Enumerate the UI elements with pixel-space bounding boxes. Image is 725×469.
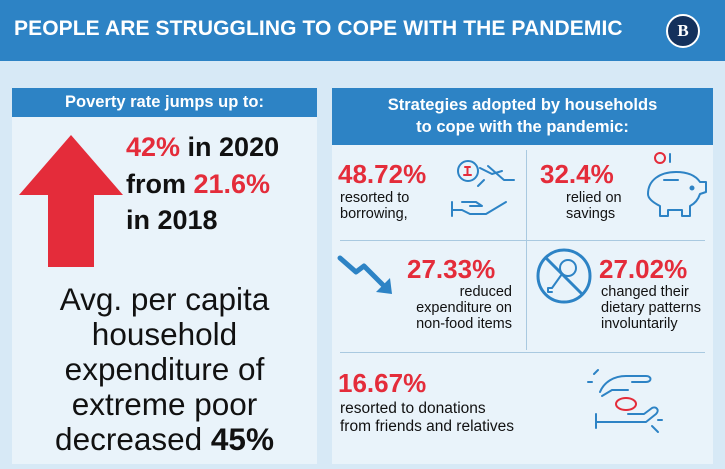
- poverty-from-line: from 21.6%: [126, 171, 270, 198]
- poverty-year-2020: in 2020: [180, 132, 280, 162]
- nonfood-desc-line-1: reduced: [459, 284, 512, 300]
- dietary-description: changed their dietary patterns involunta…: [601, 284, 701, 332]
- strategies-heading: Strategies adopted by households to cope…: [332, 88, 713, 145]
- expenditure-line-3: expenditure of: [64, 351, 265, 387]
- grid-divider-horizontal-2: [340, 352, 705, 353]
- savings-desc-line-2: savings: [566, 206, 616, 222]
- nonfood-description: reduced expenditure on non-food items: [380, 284, 512, 332]
- poverty-2020-line: 42% in 2020: [126, 134, 279, 161]
- poverty-year-2018: in 2018: [126, 205, 218, 235]
- header-bar: [0, 0, 725, 61]
- dietary-desc-line-1: changed their: [601, 284, 689, 300]
- savings-percentage: 32.4%: [540, 159, 614, 189]
- savings-desc-line-1: relied on: [566, 190, 622, 206]
- expenditure-line-2: household: [91, 316, 238, 352]
- logo: B: [666, 14, 700, 48]
- piggy-bank-icon: [647, 152, 707, 217]
- expenditure-decrease-value: 45%: [210, 421, 274, 457]
- borrowing-percentage: 48.72%: [338, 159, 427, 189]
- nonfood-desc-line-3: non-food items: [416, 316, 512, 332]
- dietary-desc-line-2: dietary patterns: [601, 300, 701, 316]
- poverty-rate-2020: 42%: [126, 132, 181, 162]
- expenditure-decreased-label: decreased: [55, 421, 211, 457]
- grid-divider-vertical: [526, 150, 527, 350]
- grid-divider-horizontal-1: [340, 240, 705, 241]
- up-arrow-icon: [19, 135, 123, 267]
- page-title: PEOPLE ARE STRUGGLING TO COPE WITH THE P…: [14, 17, 623, 40]
- borrowing-description: resorted to borrowing,: [340, 190, 409, 222]
- nonfood-percentage: 27.33%: [407, 254, 496, 284]
- borrowing-desc-line-2: borrowing,: [340, 206, 408, 222]
- donations-percentage: 16.67%: [338, 368, 427, 398]
- donations-desc-line-1: resorted to donations: [340, 400, 486, 417]
- donations-desc-line-2: from friends and relatives: [340, 418, 515, 435]
- savings-description: relied on savings: [566, 190, 622, 222]
- expenditure-line-4: extreme poor: [71, 386, 258, 422]
- no-food-icon: [536, 248, 592, 304]
- expenditure-line-1: Avg. per capita: [59, 281, 270, 317]
- poverty-heading: Poverty rate jumps up to:: [12, 88, 317, 117]
- strategies-panel: [332, 88, 713, 464]
- poverty-from-label: from: [126, 169, 194, 199]
- donations-description: resorted to donations from friends and r…: [340, 400, 514, 436]
- donation-hands-icon: [587, 369, 663, 433]
- nonfood-desc-line-2: expenditure on: [416, 300, 512, 316]
- strategies-heading-line-2: to cope with the pandemic:: [416, 118, 629, 136]
- borrowing-hand-coin-icon: [451, 160, 515, 217]
- borrowing-desc-line-1: resorted to: [340, 190, 410, 206]
- dietary-desc-line-3: involuntarily: [601, 316, 678, 332]
- poverty-rate-2018: 21.6%: [193, 169, 271, 199]
- expenditure-line-5: decreased 45%: [12, 422, 317, 457]
- dietary-percentage: 27.02%: [599, 254, 688, 284]
- strategies-heading-line-1: Strategies adopted by households: [387, 96, 658, 114]
- trend-down-arrow-icon: [337, 255, 392, 294]
- expenditure-statement: Avg. per capita household expenditure of…: [12, 282, 317, 457]
